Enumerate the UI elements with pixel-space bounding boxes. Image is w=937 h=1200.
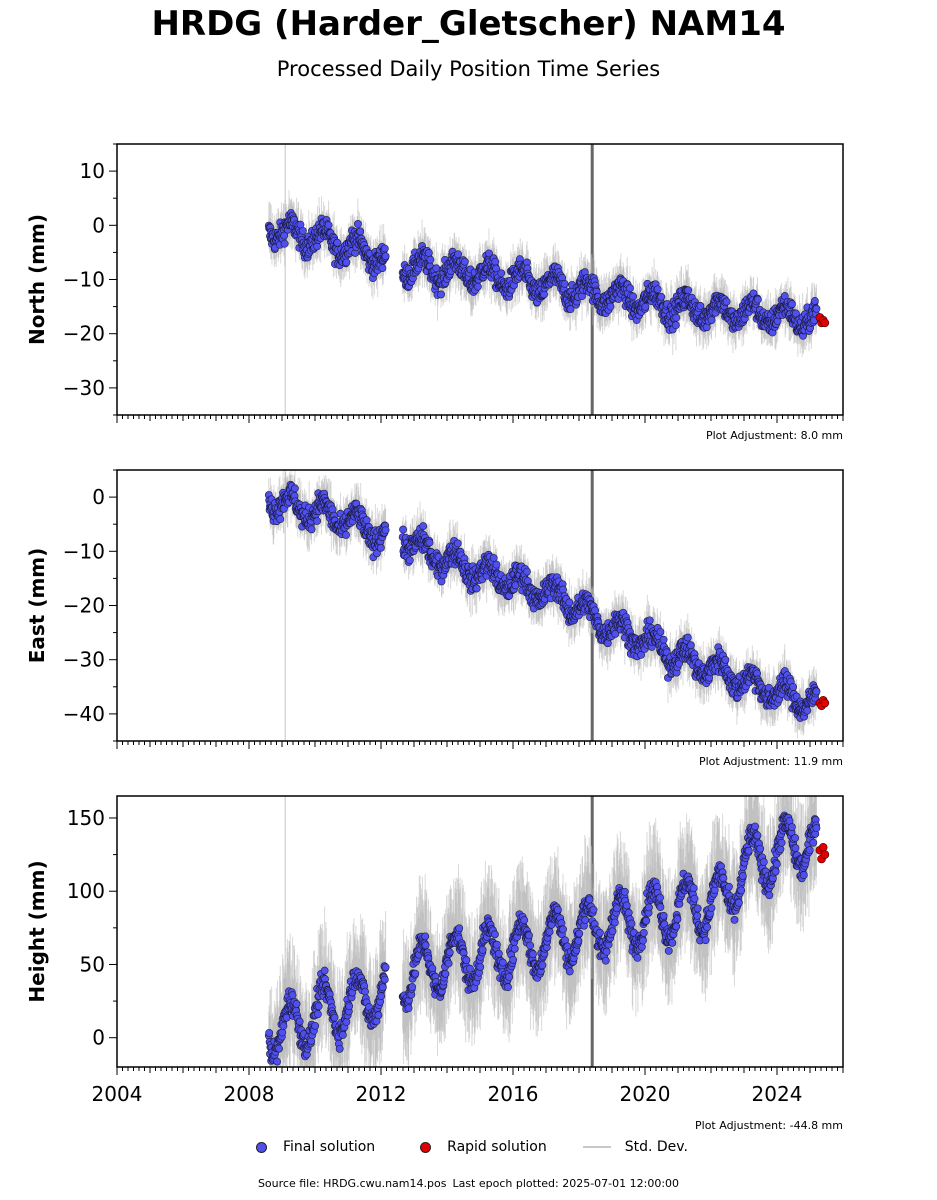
final-point	[497, 269, 506, 278]
east-series-final	[264, 470, 821, 739]
final-point	[672, 313, 681, 322]
final-point	[313, 517, 322, 525]
final-point	[485, 249, 493, 258]
final-point	[812, 304, 821, 313]
north-series-final	[264, 190, 821, 357]
final-point	[492, 560, 501, 569]
final-point	[489, 554, 498, 562]
final-point	[419, 522, 428, 531]
final-point	[523, 567, 531, 576]
final-point	[425, 538, 434, 547]
final-point	[381, 252, 390, 261]
final-point	[399, 525, 407, 534]
final-point	[426, 255, 435, 264]
final-point	[324, 221, 333, 229]
final-point	[298, 226, 307, 235]
final-point	[353, 220, 362, 228]
final-point	[641, 302, 650, 311]
north-plot-adjustment: Plot Adjustment: 8.0 mm	[706, 429, 843, 442]
final-point	[276, 515, 285, 524]
final-point	[707, 316, 716, 324]
final-point	[362, 516, 371, 525]
final-point	[356, 227, 365, 236]
final-point	[280, 231, 289, 240]
final-point	[540, 290, 548, 299]
final-point	[460, 257, 469, 266]
final-point	[472, 584, 481, 593]
final-point	[333, 238, 342, 247]
final-point	[342, 531, 350, 539]
north-y-tick-label: 10	[80, 159, 105, 183]
final-point	[791, 309, 800, 318]
final-point	[376, 543, 385, 552]
final-point	[405, 556, 414, 565]
final-point	[788, 300, 796, 308]
final-point	[378, 264, 387, 272]
final-point	[560, 279, 569, 288]
final-point	[381, 526, 390, 535]
north-y-tick-label: −10	[63, 268, 105, 292]
chart-subtitle: Processed Daily Position Time Series	[276, 57, 661, 81]
final-point	[313, 242, 322, 251]
final-point	[473, 282, 482, 291]
final-point	[432, 264, 441, 273]
final-point	[424, 248, 433, 257]
final-point	[342, 258, 351, 267]
final-point	[722, 297, 731, 306]
north-rapid-point	[820, 318, 830, 328]
final-point	[626, 284, 634, 293]
north-y-tick-label: −20	[63, 322, 105, 346]
final-point	[629, 292, 638, 301]
final-point	[810, 297, 819, 305]
final-point	[437, 290, 445, 299]
final-point	[565, 598, 574, 607]
final-point	[373, 549, 381, 558]
final-point	[559, 585, 567, 594]
final-point	[491, 257, 500, 266]
final-point	[696, 302, 705, 310]
final-point	[671, 321, 680, 330]
final-point	[591, 606, 600, 615]
final-point	[280, 239, 289, 248]
final-point	[753, 295, 762, 304]
final-point	[454, 250, 462, 259]
north-y-tick-label: −30	[63, 376, 105, 400]
north-y-tick-label: 0	[92, 213, 105, 237]
final-point	[453, 539, 462, 548]
final-point	[606, 302, 615, 311]
final-point	[657, 292, 666, 301]
final-point	[684, 286, 693, 295]
final-point	[380, 244, 389, 253]
north-y-axis-label: North (mm)	[25, 214, 49, 345]
chart-title: HRDG (Harder_Gletscher) NAM14	[151, 4, 786, 44]
final-point	[291, 484, 299, 493]
final-point	[307, 525, 316, 534]
final-point	[653, 285, 662, 294]
